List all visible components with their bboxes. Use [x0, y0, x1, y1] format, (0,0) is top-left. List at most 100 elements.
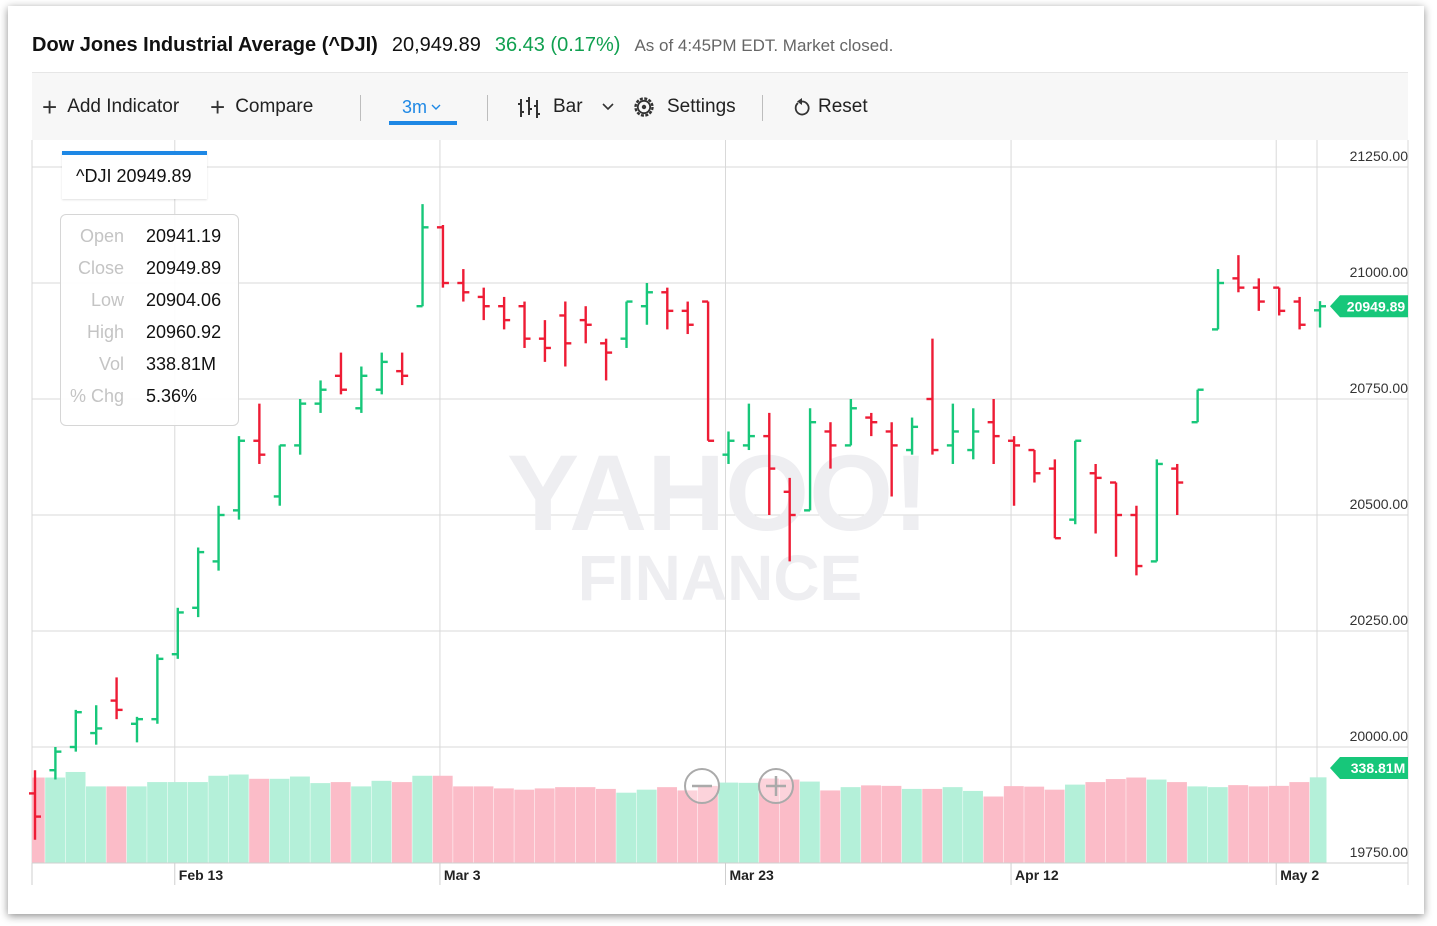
y-tick-label: 20750.00	[1350, 380, 1409, 396]
x-tick-label: Apr 12	[1015, 867, 1059, 883]
plus-icon: +	[42, 92, 58, 122]
ohlc-bar	[171, 607, 184, 659]
settings-label: Settings	[667, 96, 736, 117]
volume-bar	[106, 786, 127, 863]
ohlc-bar	[396, 352, 409, 386]
volume-bar	[147, 782, 168, 863]
price-change: 36.43 (0.17%)	[494, 34, 621, 56]
ohlc-bar	[314, 380, 327, 413]
ohlc-bar	[457, 269, 470, 302]
volume-bar	[514, 789, 535, 863]
volume-bars	[32, 771, 1327, 863]
volume-bar	[228, 774, 249, 863]
ohlc-bar	[1293, 296, 1306, 330]
volume-bar	[1167, 782, 1187, 863]
volume-bar	[1187, 786, 1208, 863]
volume-bar	[942, 787, 963, 863]
ohlc-bar	[681, 301, 694, 335]
compare-button[interactable]: + Compare	[210, 94, 314, 120]
ohlc-bar	[151, 654, 164, 724]
ohlc-bar	[946, 403, 959, 464]
volume-bar	[1309, 777, 1327, 863]
y-tick-label: 20500.00	[1350, 496, 1409, 512]
tooltip-row-open: Open 20941.19	[79, 226, 222, 246]
volume-bar	[534, 788, 555, 863]
zoom-controls	[684, 768, 794, 804]
chevron-down-icon	[602, 103, 614, 111]
ohlc-bar	[49, 747, 62, 780]
ohlc-bar	[1110, 481, 1123, 557]
reset-button[interactable]: Reset	[792, 95, 868, 119]
volume-bar	[697, 785, 718, 863]
volume-bar	[1044, 789, 1065, 863]
y-tick-label: 21250.00	[1350, 148, 1409, 164]
x-tick-label: Feb 13	[179, 867, 224, 883]
index-name: Dow Jones Industrial Average (^DJI)	[32, 34, 378, 56]
ohlc-bar	[600, 338, 613, 381]
market-status: As of 4:45PM EDT. Market closed.	[634, 36, 894, 55]
ohlc-bar	[130, 716, 143, 743]
range-active-indicator	[389, 121, 457, 125]
svg-text:20949.89: 20949.89	[1347, 298, 1406, 314]
range-selector[interactable]: 3m	[402, 95, 442, 119]
toolbar-divider	[360, 95, 361, 121]
ohlc-bar	[1069, 439, 1082, 525]
volume-bar	[636, 789, 657, 863]
volume-bar	[657, 787, 677, 863]
ohlc-bar	[844, 399, 857, 447]
volume-bar	[432, 775, 453, 863]
volume-bar	[249, 778, 270, 863]
ohlc-bar	[294, 399, 307, 455]
ohlc-bar	[416, 204, 429, 308]
ohlc-bar	[538, 320, 551, 362]
volume-bar	[1065, 784, 1085, 863]
x-axis: Feb 13 Mar 3 Mar 23 Apr 12 May 2	[31, 862, 1408, 885]
chevron-down-icon	[431, 104, 441, 110]
ohlc-bar	[1008, 436, 1021, 506]
last-price: 20,949.89	[391, 34, 481, 56]
add-indicator-button[interactable]: + Add Indicator	[42, 92, 179, 122]
chart-type-button[interactable]: Bar	[517, 95, 615, 119]
ohlc-tooltip-panel: Open 20941.19 Close 20949.89 Low 20904.06 H…	[60, 214, 239, 426]
volume-bar	[167, 782, 188, 863]
compare-label: Compare	[235, 96, 314, 117]
zoom-out-button[interactable]	[684, 768, 720, 804]
volume-bar	[473, 786, 494, 863]
y-axis: 21250.00 21000.00 20750.00 20500.00 20250.00…	[1350, 148, 1409, 860]
ohlc-bar	[885, 422, 898, 497]
range-label: 3m	[402, 96, 428, 117]
ohlc-bar	[987, 399, 1000, 464]
ohlc-bars	[29, 204, 1326, 840]
zoom-in-button[interactable]	[758, 768, 794, 804]
volume-bar	[371, 780, 392, 863]
volume-bar	[555, 787, 576, 863]
volume-bar	[901, 788, 922, 863]
volume-bar	[1024, 786, 1045, 863]
ohlc-bar	[559, 301, 572, 367]
toolbar-divider	[487, 95, 488, 121]
ohlc-bar	[29, 770, 41, 840]
bar-chart-icon	[518, 97, 540, 118]
ohlc-bar	[355, 366, 368, 413]
ohlc-bar	[824, 422, 837, 469]
volume-bar	[738, 782, 759, 863]
x-tick-label: May 2	[1280, 867, 1319, 883]
volume-bar	[861, 785, 881, 863]
volume-bar	[1269, 785, 1289, 863]
volume-bar	[595, 788, 616, 863]
ohlc-bar	[1191, 388, 1204, 424]
volume-bar	[1003, 786, 1024, 863]
chart-type-label: Bar	[553, 96, 583, 117]
y-tick-label: 20000.00	[1350, 728, 1409, 744]
quote-header: Dow Jones Industrial Average (^DJI) 20,9…	[32, 34, 893, 60]
volume-bar	[575, 787, 596, 863]
volume-bar	[1248, 786, 1269, 863]
ohlc-bar	[1089, 463, 1102, 534]
ohlc-bar	[804, 408, 817, 512]
y-tick-label: 19750.00	[1350, 844, 1409, 860]
settings-button[interactable]: Settings	[632, 95, 736, 119]
ohlc-bar	[906, 417, 919, 455]
volume-bar	[85, 786, 106, 863]
ohlc-bar	[498, 296, 511, 330]
